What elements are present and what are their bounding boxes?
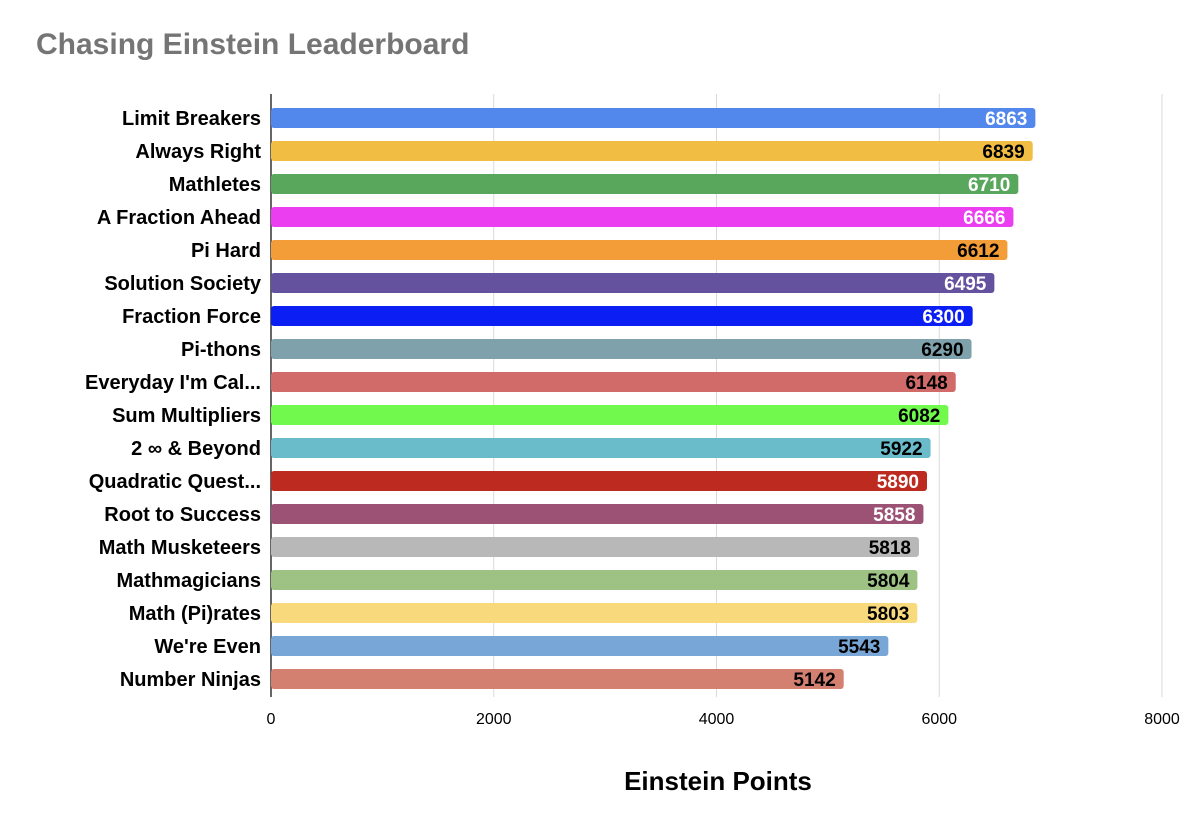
bar: [271, 273, 995, 293]
category-label: Everyday I'm Cal...: [85, 372, 261, 394]
bar: [271, 669, 844, 689]
data-label: 5804: [867, 571, 910, 592]
category-label: Limit Breakers: [122, 108, 261, 130]
bar: [271, 240, 1008, 260]
bar: [271, 603, 918, 623]
x-tick-label: 0: [267, 711, 276, 728]
x-tick-label: 6000: [921, 711, 957, 728]
bar: [271, 471, 927, 491]
category-labels: Limit Breakers Always Right Mathletes A Fra…: [85, 108, 262, 691]
category-label: Math (Pi)rates: [129, 603, 261, 625]
data-label: 6290: [921, 340, 963, 361]
data-label: 6839: [982, 142, 1024, 163]
bar: [271, 405, 949, 425]
bar: [271, 636, 889, 656]
x-tick-label: 2000: [476, 711, 512, 728]
data-label: 5543: [838, 637, 880, 658]
bars: 6863 6839 6710 6666 6612 6495 6300 6290 6148 6082…: [271, 108, 1036, 691]
x-tick-label: 4000: [699, 711, 735, 728]
category-label: Math Musketeers: [99, 537, 261, 559]
bar: [271, 438, 931, 458]
category-label: Solution Society: [104, 273, 262, 295]
category-label: Pi Hard: [191, 240, 261, 262]
x-tick-label: 8000: [1144, 711, 1180, 728]
data-label: 6082: [898, 406, 940, 427]
bar: [271, 207, 1014, 227]
data-label: 6148: [905, 373, 947, 394]
category-label: Fraction Force: [122, 306, 261, 328]
bar: [271, 504, 924, 524]
x-axis-title: Einstein Points: [624, 766, 812, 796]
data-label: 5858: [873, 505, 915, 526]
bar: [271, 141, 1033, 161]
x-axis-ticks: 0 2000 4000 6000 8000: [267, 711, 1180, 728]
category-label: A Fraction Ahead: [97, 207, 261, 229]
data-label: 5803: [867, 604, 909, 625]
bar: [271, 174, 1019, 194]
data-label: 6666: [963, 208, 1005, 229]
category-label: 2 ∞ & Beyond: [131, 438, 261, 460]
bar: [271, 108, 1036, 128]
data-label: 5922: [880, 439, 922, 460]
bar: [271, 537, 919, 557]
category-label: Mathletes: [169, 174, 261, 196]
data-label: 5890: [877, 472, 919, 493]
grid-lines: [270, 94, 1163, 697]
data-label: 5142: [793, 670, 835, 691]
chart-title: Chasing Einstein Leaderboard: [36, 28, 470, 61]
category-label: Number Ninjas: [120, 669, 261, 691]
category-label: Pi-thons: [181, 339, 261, 361]
data-label: 6300: [922, 307, 964, 328]
bar: [271, 570, 918, 590]
category-label: Always Right: [135, 141, 261, 163]
category-label: Quadratic Quest...: [89, 471, 261, 493]
data-label: 5818: [869, 538, 911, 559]
data-label: 6495: [944, 274, 987, 295]
bar: [271, 306, 973, 326]
category-label: We're Even: [154, 636, 261, 658]
bar: [271, 339, 972, 359]
data-label: 6710: [968, 175, 1010, 196]
category-label: Mathmagicians: [117, 570, 261, 592]
data-label: 6612: [957, 241, 999, 262]
category-label: Sum Multipliers: [112, 405, 261, 427]
bar: [271, 372, 956, 392]
data-label: 6863: [985, 109, 1027, 130]
category-label: Root to Success: [104, 504, 261, 526]
